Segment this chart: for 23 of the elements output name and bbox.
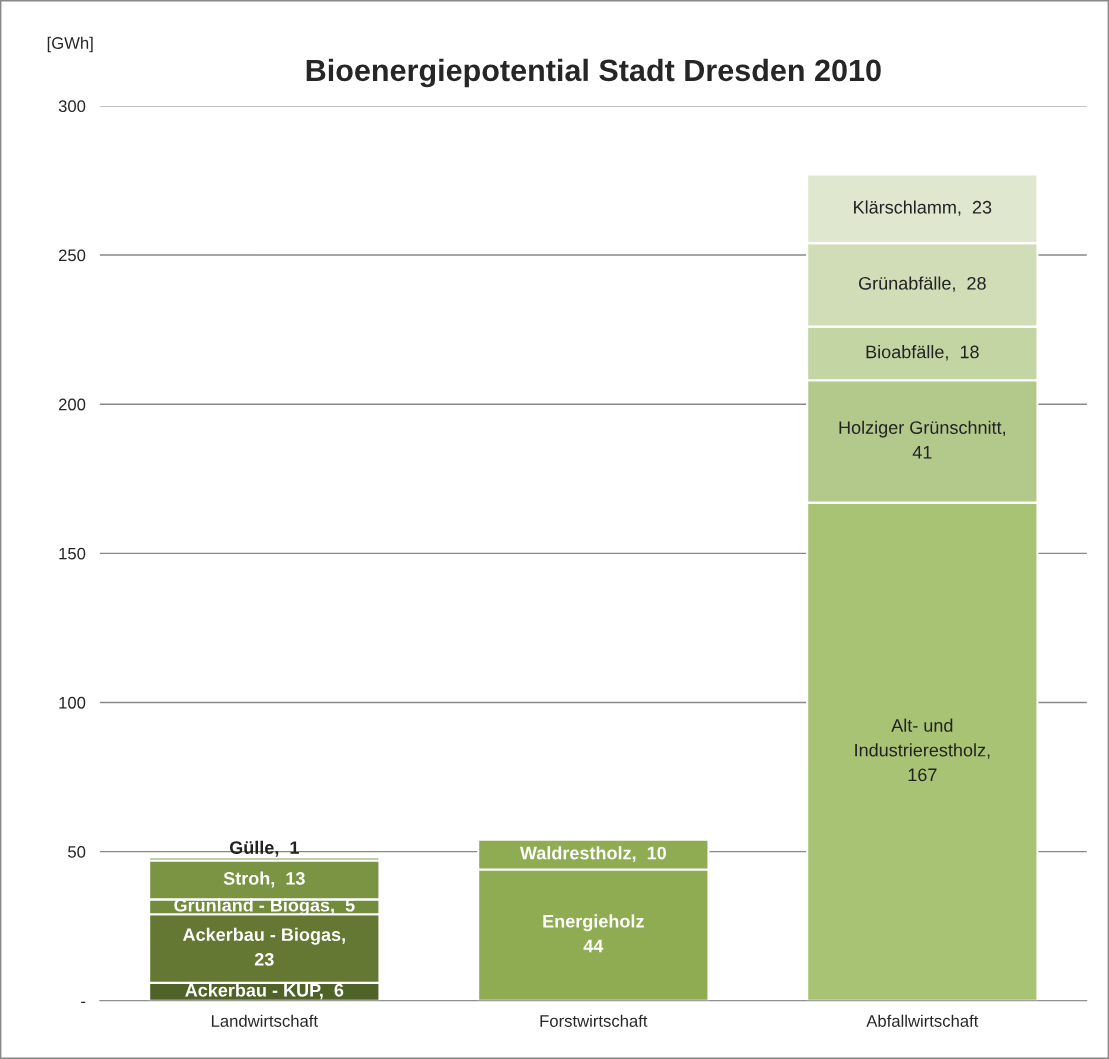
- y-tick-label: 50: [68, 846, 86, 858]
- data-label: Stroh, 13: [223, 871, 305, 888]
- data-label: Ackerbau - Biogas, 23: [182, 927, 345, 966]
- data-label: Waldrestholz, 10: [519, 846, 666, 863]
- y-tick-label: 250: [58, 249, 86, 262]
- data-label: Ackerbau - KUP, 6: [185, 983, 344, 1000]
- y-tick-label: 300: [58, 100, 86, 113]
- chart-title: Bioenergiepotential Stadt Dresden 2010: [306, 58, 881, 88]
- data-label: Bioabfälle, 18: [866, 345, 979, 361]
- x-tick-label: Abfallwirtschaft: [866, 1014, 979, 1027]
- x-tick-label: Landwirtschaft: [211, 1014, 318, 1027]
- data-label: Grünabfälle, 28: [858, 276, 986, 292]
- y-tick-label: 150: [59, 547, 86, 560]
- y-axis-title: [GWh]: [47, 36, 93, 53]
- data-label: Alt- und Industrierestholz, 167: [855, 718, 990, 782]
- x-tick-label: Forstwirtschaft: [540, 1014, 648, 1027]
- data-label: Gülle, 1: [229, 840, 299, 857]
- y-tick-label: -: [81, 1001, 86, 1004]
- y-tick-label: 100: [59, 696, 86, 709]
- y-tick-label: 200: [58, 398, 86, 411]
- data-label: Klärschlamm, 23: [854, 200, 992, 216]
- data-label: Energieholz 44: [543, 914, 644, 953]
- data-label: Holziger Grünschnitt, 41: [839, 420, 1005, 459]
